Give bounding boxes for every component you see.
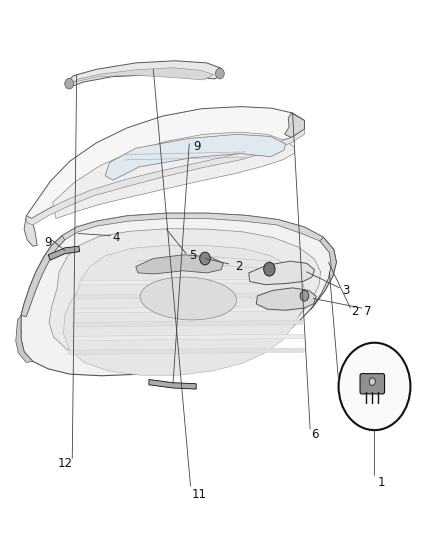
Circle shape [339,343,410,430]
Text: 3: 3 [343,284,350,297]
Polygon shape [72,320,303,327]
Text: 9: 9 [193,140,201,153]
Text: 2: 2 [351,305,359,318]
Polygon shape [311,237,336,309]
Circle shape [264,262,275,276]
Polygon shape [256,288,316,310]
Polygon shape [77,293,301,299]
Circle shape [369,378,375,385]
Polygon shape [136,255,223,274]
Text: 11: 11 [192,488,207,501]
Text: 12: 12 [57,457,72,470]
Polygon shape [62,213,323,241]
Text: 7: 7 [364,305,372,318]
Polygon shape [285,113,304,138]
Text: 5: 5 [189,249,196,262]
Text: 1: 1 [377,476,385,489]
Text: 4: 4 [112,231,120,244]
Polygon shape [26,107,304,219]
Polygon shape [21,213,336,376]
Circle shape [65,78,74,89]
Polygon shape [149,379,196,389]
Polygon shape [74,306,302,313]
Polygon shape [65,61,223,87]
Polygon shape [48,246,80,260]
Polygon shape [24,216,37,246]
Circle shape [300,290,309,301]
Polygon shape [79,279,300,285]
Polygon shape [26,129,304,225]
Polygon shape [72,68,214,83]
Polygon shape [16,316,33,362]
Polygon shape [64,245,306,375]
Polygon shape [249,261,314,285]
Polygon shape [49,229,321,365]
Circle shape [215,68,224,79]
Circle shape [200,252,210,265]
Text: 6: 6 [311,428,319,441]
Polygon shape [70,334,304,341]
Polygon shape [53,132,294,219]
FancyBboxPatch shape [360,374,385,394]
Ellipse shape [140,277,237,320]
Polygon shape [68,348,304,354]
Text: 2: 2 [235,260,243,273]
Polygon shape [21,236,65,317]
Text: 9: 9 [44,236,52,249]
Polygon shape [105,134,286,180]
